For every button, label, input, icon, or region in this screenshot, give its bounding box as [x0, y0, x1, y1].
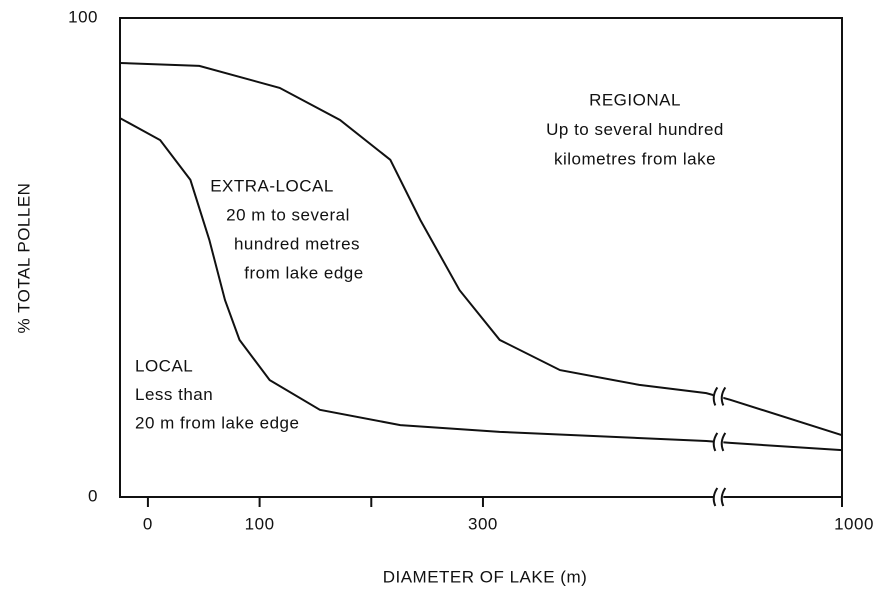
- annotation: kilometres from lake: [554, 149, 716, 168]
- curve-break-gap: [713, 432, 724, 451]
- curve: [119, 117, 843, 452]
- x-tick-label: 100: [245, 514, 275, 533]
- axis-break: [720, 487, 727, 507]
- annotation: hundred metres: [234, 234, 360, 253]
- curve: [119, 62, 843, 437]
- axis-break-gap: [713, 488, 724, 506]
- x-tick-label: 300: [468, 514, 498, 533]
- x-axis-label: DIAMETER OF LAKE (m): [383, 567, 588, 586]
- x-tick-label: 1000: [834, 514, 874, 533]
- x-tick-label: 0: [143, 514, 153, 533]
- axis-break: [712, 487, 719, 507]
- curve-break: [720, 386, 727, 406]
- annotation: LOCAL: [135, 356, 193, 375]
- curve-break: [712, 432, 719, 452]
- curve-break-gap: [713, 387, 724, 406]
- plot-frame: [119, 17, 843, 498]
- y-tick-label: 0: [88, 486, 98, 505]
- annotation: 20 m from lake edge: [135, 413, 299, 432]
- curve-break: [720, 432, 727, 452]
- annotation: 20 m to several: [226, 205, 350, 224]
- annotation: from lake edge: [244, 263, 363, 282]
- y-tick-label: 100: [68, 7, 98, 26]
- curve-break: [712, 386, 719, 406]
- annotation: Less than: [135, 385, 213, 404]
- annotation: REGIONAL: [589, 90, 681, 109]
- annotation: Up to several hundred: [546, 120, 724, 139]
- annotation: EXTRA-LOCAL: [210, 176, 334, 195]
- y-axis-label: % TOTAL POLLEN: [14, 183, 33, 334]
